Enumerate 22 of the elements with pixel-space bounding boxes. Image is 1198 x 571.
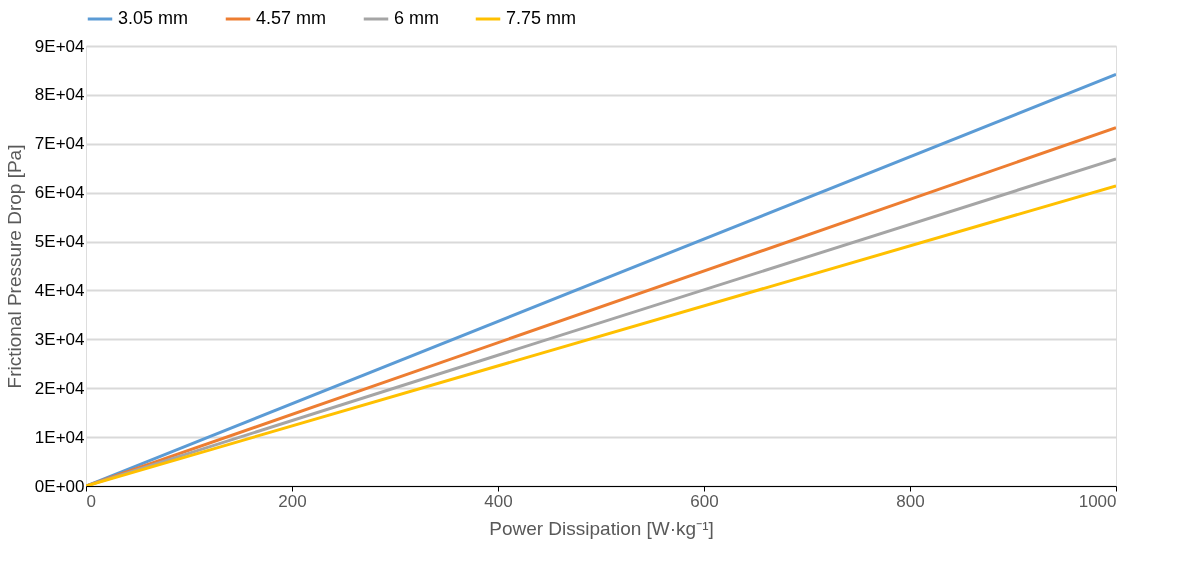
- y-tick-label: 7E+04: [34, 134, 85, 154]
- y-tick-label: 5E+04: [34, 232, 85, 252]
- legend-label: 6 mm: [394, 8, 439, 28]
- x-tick-label: 400: [484, 491, 513, 511]
- y-tick-label: 8E+04: [34, 85, 85, 105]
- x-tick-label: 600: [690, 491, 719, 511]
- y-tick-label: 2E+04: [34, 378, 85, 398]
- x-tick-label: 1000: [1078, 491, 1117, 511]
- y-tick-label: 3E+04: [34, 329, 85, 349]
- x-axis-title: Power Dissipation [W·kg⁻¹]: [489, 517, 714, 539]
- y-tick-label: 6E+04: [34, 183, 85, 203]
- y-axis-title: Frictional Pressure Drop [Pa]: [3, 144, 25, 389]
- y-tick-label: 4E+04: [34, 280, 85, 300]
- y-tick-label: 0E+00: [34, 476, 85, 496]
- x-tick-label: 200: [278, 491, 307, 511]
- legend-label: 3.05 mm: [118, 8, 189, 28]
- x-tick-label: 800: [896, 491, 925, 511]
- y-tick-label: 1E+04: [34, 427, 85, 447]
- y-tick-label: 9E+04: [34, 36, 85, 56]
- legend-label: 4.57 mm: [256, 8, 327, 28]
- legend-label: 7.75 mm: [506, 8, 577, 28]
- x-tick-label: 0: [86, 491, 96, 511]
